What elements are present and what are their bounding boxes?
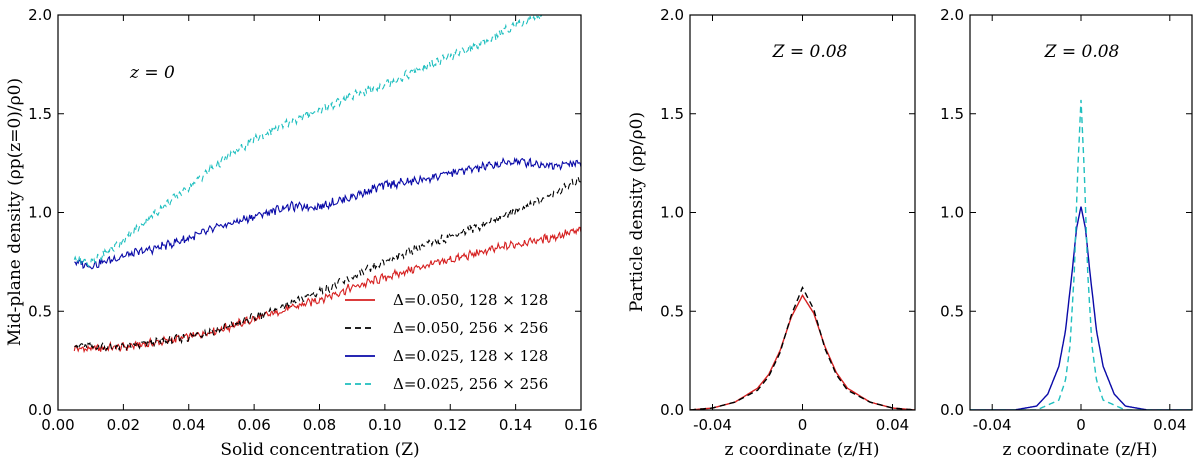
plot-area-left — [73, 15, 581, 354]
y-tick-label-left-2: 1.0 — [28, 204, 52, 222]
series-line-middle-0 — [690, 294, 915, 410]
y-tick-label-right-3: 1.5 — [940, 105, 964, 123]
series-line-left-0 — [73, 226, 581, 354]
x-tick-label-left-4: 0.08 — [303, 416, 336, 434]
x-tick-label-left-7: 0.14 — [499, 416, 532, 434]
series-line-right-0 — [970, 206, 1192, 410]
series-line-right-1 — [970, 99, 1192, 410]
y-tick-label-right-2: 1.0 — [940, 204, 964, 222]
legend-label-2: Δ=0.025, 128 × 128 — [393, 347, 548, 365]
series-line-middle-1 — [690, 286, 915, 410]
annotation-right: Z = 0.08 — [1044, 42, 1120, 62]
y-tick-label-middle-3: 1.5 — [660, 105, 684, 123]
ticks-middle: 0.0 0.5 1.0 1.5 2.0 -0.04 0 0.04 — [660, 6, 915, 434]
x-tick-label-left-3: 0.06 — [237, 416, 270, 434]
x-axis-label-middle: z coordinate (z/H) — [725, 440, 880, 460]
y-tick-label-right-1: 0.5 — [940, 302, 964, 320]
axes-frame-middle — [689, 14, 916, 411]
x-tick-label-right-1: 0 — [1076, 416, 1086, 434]
y-tick-label-middle-1: 0.5 — [660, 302, 684, 320]
y-tick-label-middle-0: 0.0 — [660, 401, 684, 419]
x-tick-label-left-5: 0.10 — [368, 416, 401, 434]
panel-right: 0.0 0.5 1.0 1.5 2.0 -0.04 0 0.04 Z = 0.08 z coo… — [940, 6, 1193, 460]
x-tick-label-middle-1: 0 — [798, 416, 808, 434]
y-axis-label-left: Mid-plane density (ρp(z=0)/ρ0) — [5, 78, 25, 346]
panel-middle: 0.0 0.5 1.0 1.5 2.0 -0.04 0 0.04 Z = 0.08 z coo… — [627, 6, 916, 460]
x-tick-label-left-6: 0.12 — [434, 416, 467, 434]
y-tick-label-left-4: 2.0 — [28, 6, 52, 24]
plot-area-middle — [690, 286, 915, 410]
y-tick-label-middle-4: 2.0 — [660, 6, 684, 24]
legend-label-0: Δ=0.050, 128 × 128 — [393, 291, 548, 309]
y-tick-label-right-4: 2.0 — [940, 6, 964, 24]
x-axis-label-right: z coordinate (z/H) — [1003, 440, 1158, 460]
y-tick-label-right-0: 0.0 — [940, 401, 964, 419]
y-tick-label-left-3: 1.5 — [28, 105, 52, 123]
plot-area-right — [970, 99, 1192, 410]
annotation-middle: Z = 0.08 — [772, 42, 848, 62]
x-tick-label-left-8: 0.16 — [564, 416, 597, 434]
y-tick-label-left-0: 0.0 — [28, 401, 52, 419]
x-tick-label-left-2: 0.04 — [172, 416, 205, 434]
legend-label-3: Δ=0.025, 256 × 256 — [393, 375, 548, 393]
x-tick-label-right-0: -0.04 — [973, 416, 1012, 434]
legend: Δ=0.050, 128 × 128 Δ=0.050, 256 × 256 Δ=0.… — [345, 291, 548, 393]
y-axis-label-middle: Particle density (ρp/ρ0) — [627, 112, 647, 312]
series-line-left-3 — [73, 15, 543, 268]
ticks-left: 0.0 0.5 1.0 1.5 2.0 0.00 0.02 0.04 0.06 0.08 0.10 0… — [28, 6, 598, 434]
x-axis-label-left: Solid concentration (Z) — [220, 440, 419, 460]
axes-frame-right — [969, 14, 1193, 411]
ticks-right: 0.0 0.5 1.0 1.5 2.0 -0.04 0 0.04 — [940, 6, 1192, 434]
y-tick-label-left-1: 0.5 — [28, 302, 52, 320]
series-line-left-2 — [74, 156, 581, 270]
series-line-left-1 — [74, 175, 581, 354]
legend-label-1: Δ=0.050, 256 × 256 — [393, 319, 548, 337]
x-tick-label-middle-2: 0.04 — [876, 416, 909, 434]
x-tick-label-middle-0: -0.04 — [693, 416, 732, 434]
x-tick-label-left-1: 0.02 — [107, 416, 140, 434]
x-tick-label-right-2: 0.04 — [1153, 416, 1186, 434]
x-tick-label-left-0: 0.00 — [41, 416, 74, 434]
annotation-z0: z = 0 — [129, 63, 175, 83]
panel-left: 0.0 0.5 1.0 1.5 2.0 0.00 0.02 0.04 0.06 0.08 0.10 0… — [5, 6, 598, 460]
y-tick-label-middle-2: 1.0 — [660, 204, 684, 222]
